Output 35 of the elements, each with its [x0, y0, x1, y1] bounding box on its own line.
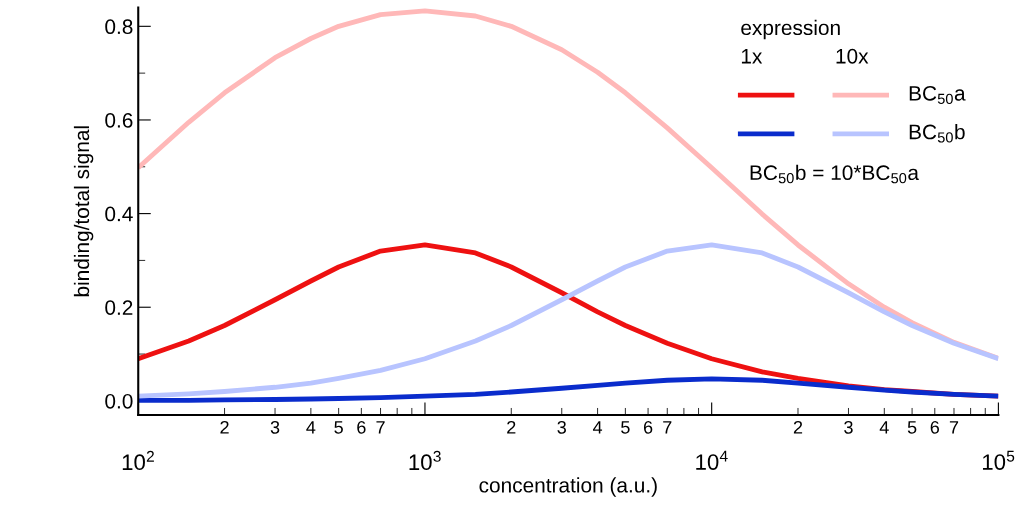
text: 2: [507, 420, 516, 434]
text: 5: [334, 421, 343, 434]
legend-label: BC$_{50}$a: [909, 85, 966, 104]
text: 6: [357, 420, 366, 434]
y-tick-label: 0.4: [105, 206, 133, 222]
text: 2: [220, 420, 229, 434]
text: 3: [270, 420, 280, 434]
y-tick-label: 0.2: [105, 300, 133, 315]
x-tick-label: 10$^{4}$: [696, 450, 728, 470]
x-axis-title: concentration (a.u.): [479, 477, 657, 497]
text: 7: [949, 421, 959, 434]
x-tick-label: 10$^{2}$: [122, 450, 154, 471]
text: 3: [844, 420, 853, 434]
text: 4: [879, 421, 889, 434]
text: 5: [621, 421, 630, 434]
text: 4: [592, 421, 603, 434]
text: 6: [930, 420, 940, 434]
legend-label: BC$_{50}$b: [909, 124, 965, 143]
text: 7: [663, 421, 672, 434]
y-tick-label: 0.0: [105, 393, 133, 409]
text: 7: [376, 421, 385, 434]
x-tick-label: 10$^{5}$: [982, 450, 1015, 470]
annotation: 10x: [836, 48, 869, 64]
y-tick-label: 0.8: [105, 19, 133, 35]
y-axis-title: binding/total signal: [73, 126, 94, 297]
annotation: 1x: [741, 49, 763, 64]
annotation: BC$_{50}$b = 10*BC$_{50}$a: [750, 164, 919, 184]
y-tick-label: 0.6: [105, 112, 133, 128]
x-tick-label: 10$^{3}$: [409, 450, 441, 471]
text: 6: [643, 420, 653, 434]
text: 4: [306, 421, 316, 434]
text: 5: [907, 421, 917, 434]
legend-title: expression: [741, 19, 840, 40]
text: 3: [557, 420, 566, 434]
text: 2: [793, 420, 803, 434]
